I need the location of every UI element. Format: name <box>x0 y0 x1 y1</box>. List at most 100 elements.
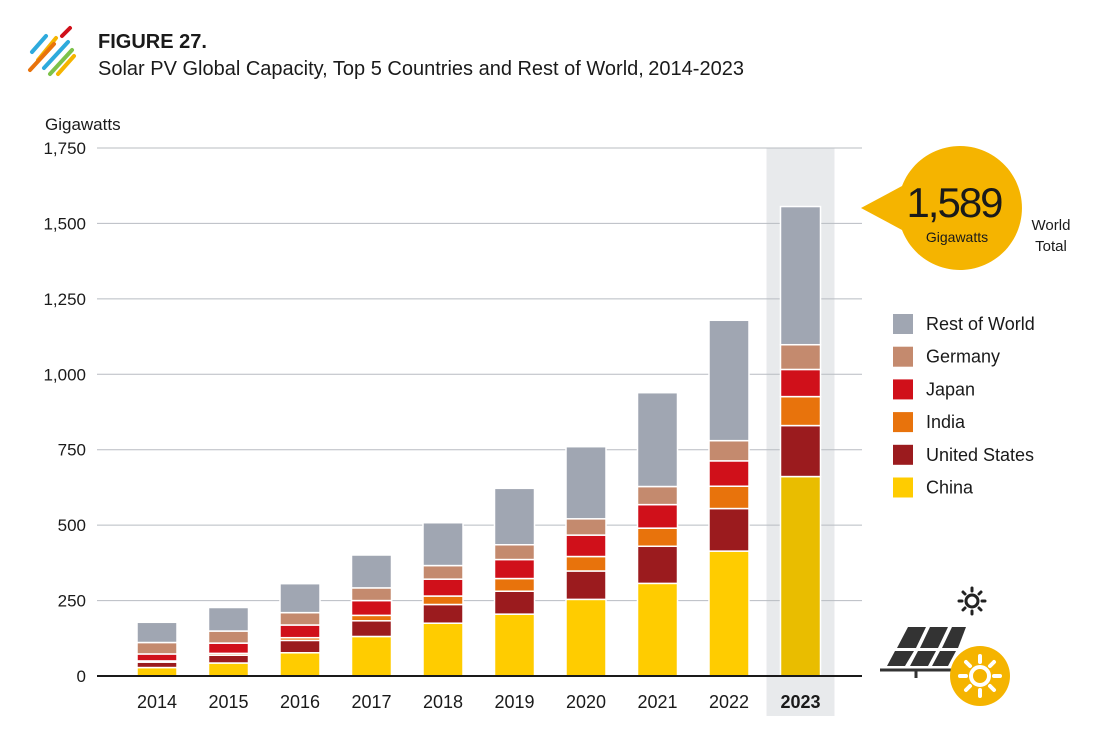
bar-segment-china <box>779 475 822 677</box>
bar-segment-china <box>493 613 536 677</box>
bar-segment-germany <box>636 485 679 506</box>
y-axis-label: Gigawatts <box>45 115 121 134</box>
bar-segment-rest-of-world <box>565 445 607 520</box>
x-tick-label: 2023 <box>780 692 820 712</box>
sun-badge-icon <box>950 646 1010 706</box>
bar-stack-2021 <box>636 391 679 677</box>
bar-segment-united-states <box>207 654 250 664</box>
bar-segment-india <box>493 577 536 592</box>
bar-segment-china <box>207 662 250 677</box>
figure-title-line: Solar PV Global Capacity, Top 5 Countrie… <box>98 58 744 81</box>
legend-label: India <box>926 412 966 432</box>
callout-value: 1,589 <box>906 179 1002 226</box>
bar-segment-united-states <box>493 590 536 615</box>
bar-segment-india <box>779 395 822 427</box>
legend-item-china: China <box>893 477 974 498</box>
x-tick-label: 2020 <box>566 692 606 712</box>
bar-segment-germany <box>493 544 536 561</box>
legend-label: Rest of World <box>926 314 1035 334</box>
bar-segment-japan <box>636 503 679 529</box>
bar-segment-united-states <box>136 661 178 669</box>
legend-item-japan: Japan <box>893 379 975 400</box>
bar-segment-germany <box>279 611 321 626</box>
y-tick-label: 1,500 <box>43 214 86 233</box>
legend-item-germany: Germany <box>893 346 1000 367</box>
legend-label: Germany <box>926 347 1000 367</box>
bar-segment-rest-of-world <box>350 554 393 589</box>
bar-segment-japan <box>350 599 393 617</box>
bar-segment-china <box>350 635 393 677</box>
x-tick-label: 2022 <box>709 692 749 712</box>
x-tick-label: 2014 <box>137 692 177 712</box>
legend-item-united-states: United States <box>893 444 1034 465</box>
callout-label-total: Total <box>1035 238 1067 255</box>
y-tick-label: 500 <box>58 516 86 535</box>
bar-stack-2020 <box>565 445 607 677</box>
bar-segment-rest-of-world <box>708 319 750 442</box>
legend-item-india: India <box>893 412 966 433</box>
bar-segment-rest-of-world <box>493 487 536 546</box>
bar-segment-united-states <box>422 603 464 624</box>
bar-segment-germany <box>350 587 393 602</box>
bar-segment-china <box>279 652 321 677</box>
bar-stack-2017 <box>350 554 393 677</box>
x-tick-label: 2019 <box>494 692 534 712</box>
bar-segment-united-states <box>350 620 393 638</box>
bar-segment-china <box>636 582 679 677</box>
bar-segment-china <box>136 666 178 677</box>
y-tick-label: 1,750 <box>43 139 86 158</box>
x-tick-label: 2018 <box>423 692 463 712</box>
bar-segment-germany <box>565 518 607 536</box>
report-logo-icon <box>28 26 76 76</box>
bar-segment-japan <box>422 578 464 597</box>
bar-segment-united-states <box>779 424 822 478</box>
bar-segment-germany <box>207 630 250 644</box>
legend-swatch <box>893 314 913 334</box>
legend-label: Japan <box>926 379 975 399</box>
bar-segment-india <box>565 555 607 572</box>
bar-segment-rest-of-world <box>422 521 464 567</box>
bar-segment-united-states <box>636 545 679 585</box>
legend-swatch <box>893 379 913 400</box>
bar-segment-japan <box>708 460 750 487</box>
x-tick-label: 2021 <box>637 692 677 712</box>
bar-segment-germany <box>422 564 464 580</box>
bar-stack-2015 <box>207 606 250 677</box>
bar-stack-2016 <box>279 582 321 677</box>
bar-segment-japan <box>136 653 178 662</box>
bar-segment-india <box>636 527 679 548</box>
bar-stack-2018 <box>422 521 464 677</box>
bar-stack-2022 <box>708 319 750 677</box>
bar-segment-india <box>708 485 750 510</box>
bar-segment-rest-of-world <box>279 582 321 614</box>
world-total-callout: 1,589 Gigawatts World Total <box>861 146 1070 270</box>
bar-segment-india <box>350 614 393 622</box>
bar-segment-china <box>422 622 464 677</box>
callout-unit: Gigawatts <box>926 229 988 245</box>
bar-segment-united-states <box>708 507 750 552</box>
solar-panel-icon <box>880 586 1010 706</box>
bar-stack-2019 <box>493 487 536 677</box>
bar-segment-germany <box>779 343 822 371</box>
bar-segment-rest-of-world <box>636 391 679 488</box>
bar-segment-japan <box>493 558 536 580</box>
callout-bubble <box>861 146 1022 270</box>
bar-segment-china <box>565 598 607 677</box>
legend-swatch <box>893 444 913 465</box>
figure-label: FIGURE 27. <box>98 31 207 53</box>
bar-segment-rest-of-world <box>207 606 250 632</box>
callout-label-world: World <box>1032 217 1071 234</box>
bar-segment-united-states <box>565 570 607 601</box>
x-tick-label: 2017 <box>351 692 391 712</box>
figure-title: Solar PV Global Capacity, Top 5 Countrie… <box>98 58 644 80</box>
legend-swatch <box>893 412 913 433</box>
bar-segment-germany <box>708 439 750 462</box>
panel-grid-icon <box>880 627 966 678</box>
bar-segment-united-states <box>279 639 321 654</box>
bar-segment-germany <box>136 641 178 655</box>
x-tick-label: 2015 <box>208 692 248 712</box>
y-tick-label: 0 <box>77 667 86 686</box>
bar-segment-rest-of-world <box>136 621 178 644</box>
bar-segment-japan <box>207 642 250 655</box>
